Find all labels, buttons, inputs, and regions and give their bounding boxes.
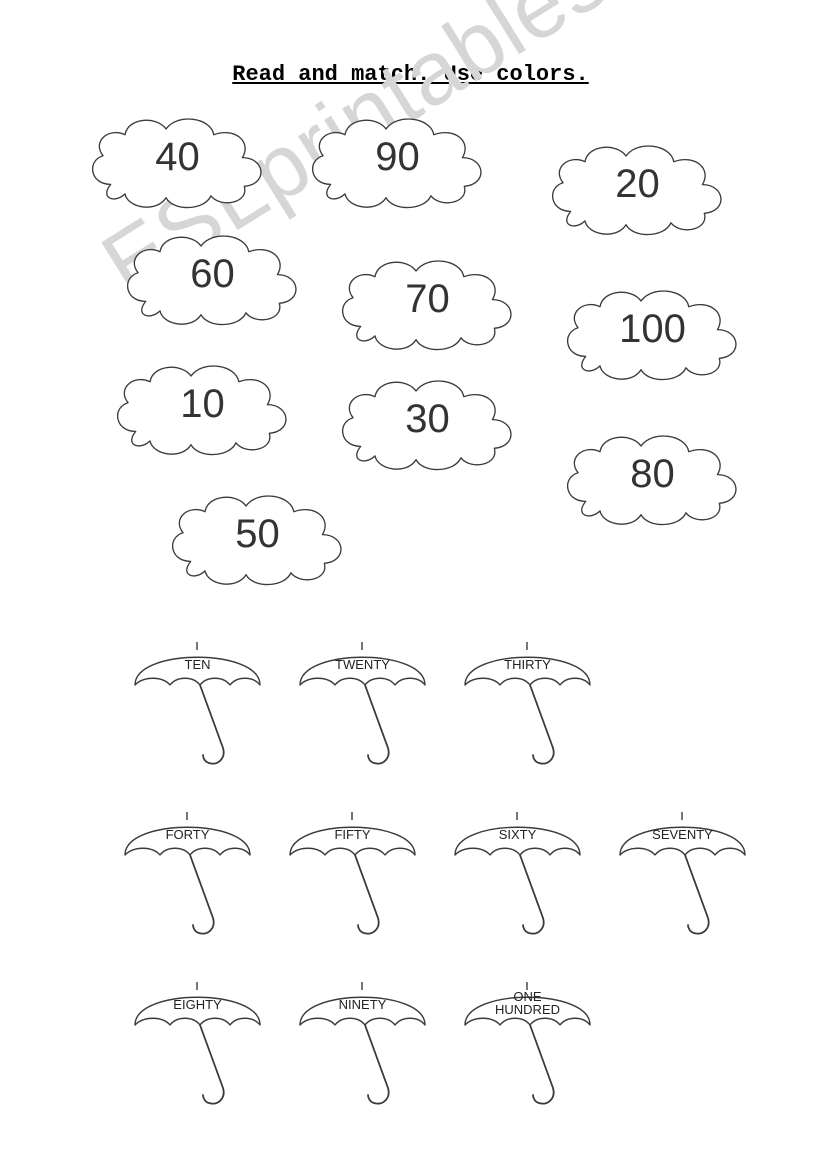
umbrella-word: NINETY (290, 998, 435, 1011)
cloud-number: 30 (330, 396, 525, 441)
umbrella-word: THIRTY (455, 658, 600, 671)
cloud-100: 100 (555, 280, 750, 385)
cloud-10: 10 (105, 355, 300, 460)
cloud-number: 10 (105, 381, 300, 426)
umbrella-word: SIXTY (445, 828, 590, 841)
umbrella-one-hundred: ONEHUNDRED (455, 970, 600, 1120)
cloud-20: 20 (540, 135, 735, 240)
cloud-70: 70 (330, 250, 525, 355)
umbrella-twenty: TWENTY (290, 630, 435, 780)
cloud-30: 30 (330, 370, 525, 475)
cloud-number: 40 (80, 134, 275, 179)
worksheet-page: Read and match. Use colors. ESLprintable… (0, 0, 821, 1169)
cloud-40: 40 (80, 108, 275, 213)
umbrella-word: EIGHTY (125, 998, 270, 1011)
cloud-number: 20 (540, 161, 735, 206)
umbrella-word: FIFTY (280, 828, 425, 841)
umbrella-word: TWENTY (290, 658, 435, 671)
cloud-number: 90 (300, 134, 495, 179)
cloud-number: 100 (555, 306, 750, 351)
page-title: Read and match. Use colors. (0, 62, 821, 87)
cloud-number: 80 (555, 451, 750, 496)
cloud-number: 60 (115, 251, 310, 296)
umbrella-ten: TEN (125, 630, 270, 780)
umbrella-fifty: FIFTY (280, 800, 425, 950)
umbrella-thirty: THIRTY (455, 630, 600, 780)
cloud-60: 60 (115, 225, 310, 330)
cloud-80: 80 (555, 425, 750, 530)
umbrella-word: TEN (125, 658, 270, 671)
cloud-50: 50 (160, 485, 355, 590)
umbrella-word: ONEHUNDRED (455, 990, 600, 1016)
cloud-number: 50 (160, 511, 355, 556)
umbrella-eighty: EIGHTY (125, 970, 270, 1120)
cloud-90: 90 (300, 108, 495, 213)
umbrella-word: SEVENTY (610, 828, 755, 841)
umbrella-seventy: SEVENTY (610, 800, 755, 950)
cloud-number: 70 (330, 276, 525, 321)
umbrella-sixty: SIXTY (445, 800, 590, 950)
umbrella-ninety: NINETY (290, 970, 435, 1120)
umbrella-word: FORTY (115, 828, 260, 841)
umbrella-forty: FORTY (115, 800, 260, 950)
